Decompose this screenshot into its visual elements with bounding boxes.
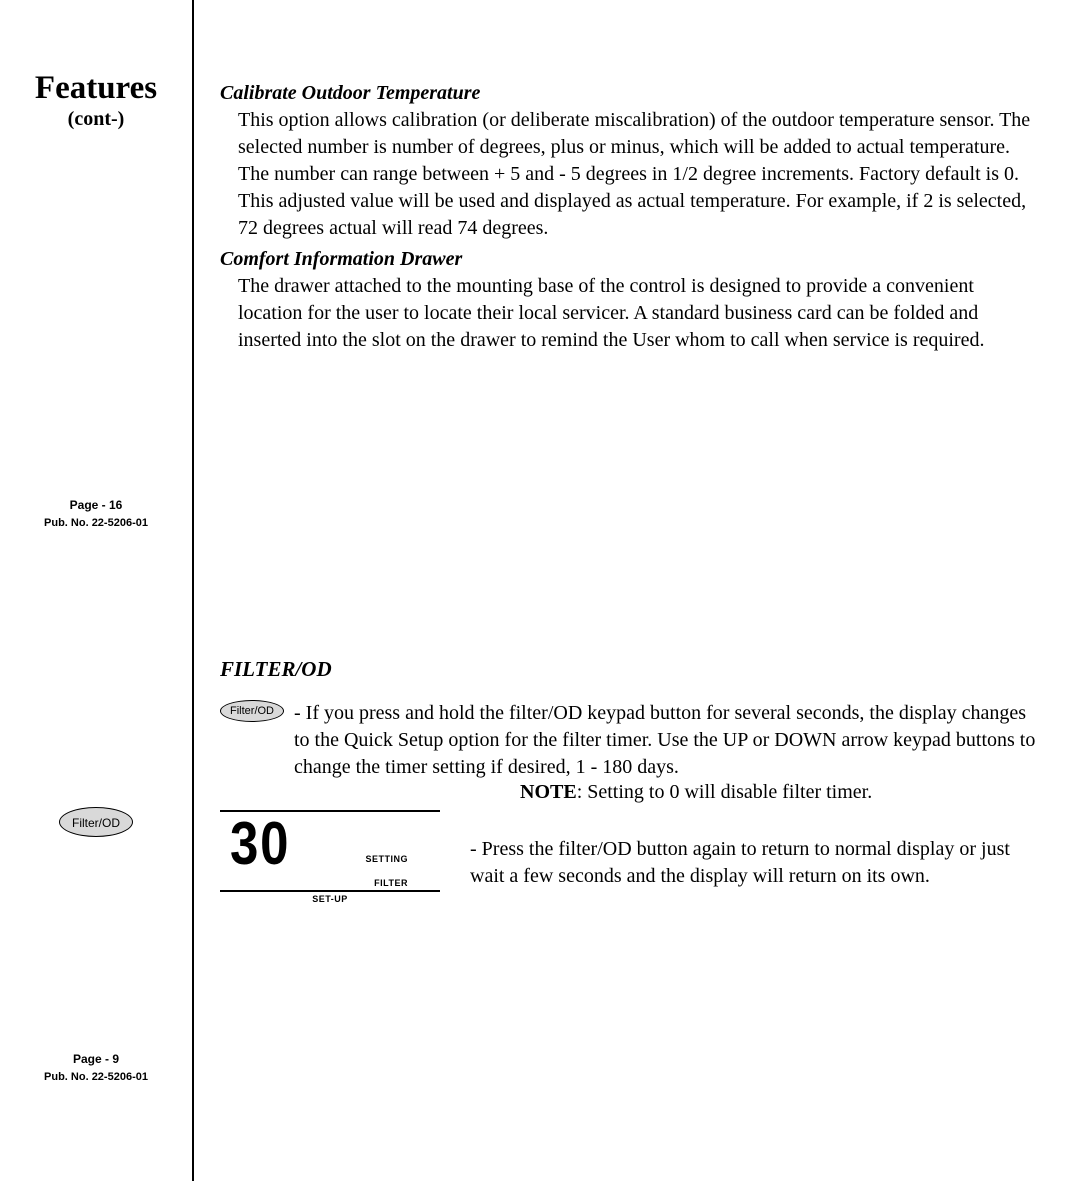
lcd-display: 30 SETTING FILTER SET-UP <box>220 810 440 904</box>
filter-od-button-inline[interactable]: Filter/OD <box>220 700 284 722</box>
section2-heading: Comfort Information Drawer <box>220 246 1040 273</box>
lcd-digits: 30 <box>230 814 290 874</box>
section1-body: This option allows calibration (or delib… <box>238 107 1040 242</box>
section1-heading: Calibrate Outdoor Temperature <box>220 80 1040 107</box>
pub-number-lower: Pub. No. 22-5206-01 <box>0 1069 192 1087</box>
section2-body: The drawer attached to the mounting base… <box>238 273 1040 354</box>
sidebar-title: Features <box>0 70 192 106</box>
lcd-setting-label: SETTING <box>365 854 408 864</box>
sidebar: Features (cont-) <box>0 0 192 131</box>
lcd-and-text-row: 30 SETTING FILTER SET-UP - Press the fil… <box>220 810 1040 904</box>
filter-od-button-sidebar[interactable]: Filter/OD <box>59 807 133 837</box>
page-number-upper: Page - 16 <box>0 496 192 515</box>
page-info-upper: Page - 16 Pub. No. 22-5206-01 <box>0 496 192 533</box>
lcd-setup-label: SET-UP <box>220 892 440 904</box>
filter-row-1: Filter/OD - If you press and hold the fi… <box>220 700 1040 781</box>
vertical-divider <box>192 0 194 1181</box>
lcd-filter-label: FILTER <box>374 878 408 888</box>
filter-section: FILTER/OD Filter/OD - If you press and h… <box>220 657 1040 904</box>
sidebar-cont: (cont-) <box>0 108 192 131</box>
sidebar-filter-button-wrap: Filter/OD <box>0 807 192 837</box>
filter-para1: - If you press and hold the filter/OD ke… <box>294 700 1040 781</box>
filter-note: NOTE: Setting to 0 will disable filter t… <box>520 781 1040 804</box>
lcd-inner: 30 SETTING FILTER <box>220 812 440 890</box>
main-content: Calibrate Outdoor Temperature This optio… <box>220 80 1040 354</box>
page-info-lower: Page - 9 Pub. No. 22-5206-01 <box>0 1050 192 1087</box>
filter-heading: FILTER/OD <box>220 657 1040 682</box>
filter-para2: - Press the filter/OD button again to re… <box>470 810 1040 890</box>
page-number-lower: Page - 9 <box>0 1050 192 1069</box>
filter-note-rest: : Setting to 0 will disable filter timer… <box>577 781 873 803</box>
page-root: Features (cont-) Page - 16 Pub. No. 22-5… <box>0 0 1080 1181</box>
pub-number-upper: Pub. No. 22-5206-01 <box>0 515 192 533</box>
filter-note-label: NOTE <box>520 781 577 803</box>
